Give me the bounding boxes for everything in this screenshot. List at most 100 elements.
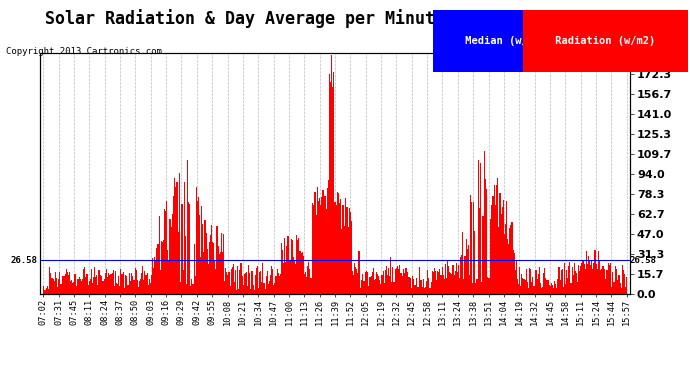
- Bar: [228, 272, 230, 294]
- Bar: [56, 278, 57, 294]
- Bar: [482, 216, 483, 294]
- Bar: [206, 249, 208, 294]
- Bar: [567, 278, 569, 294]
- Bar: [86, 274, 88, 294]
- Bar: [232, 267, 233, 294]
- Bar: [335, 205, 337, 294]
- Bar: [273, 285, 275, 294]
- Bar: [620, 283, 621, 294]
- Bar: [480, 163, 481, 294]
- Bar: [186, 285, 187, 294]
- Bar: [230, 269, 232, 294]
- Bar: [564, 263, 565, 294]
- Bar: [331, 55, 333, 294]
- Bar: [494, 185, 495, 294]
- Bar: [136, 270, 137, 294]
- Bar: [79, 277, 80, 294]
- Bar: [330, 82, 331, 294]
- Bar: [400, 273, 401, 294]
- Bar: [560, 270, 562, 294]
- Bar: [277, 273, 279, 294]
- Bar: [91, 269, 92, 294]
- Bar: [545, 278, 546, 294]
- Bar: [327, 188, 328, 294]
- Bar: [554, 280, 555, 294]
- Bar: [190, 286, 191, 294]
- Bar: [485, 178, 486, 294]
- Bar: [104, 279, 105, 294]
- Bar: [475, 284, 477, 294]
- Bar: [123, 272, 124, 294]
- Bar: [442, 275, 444, 294]
- Bar: [196, 187, 197, 294]
- Bar: [82, 279, 83, 294]
- Bar: [191, 279, 193, 294]
- Bar: [350, 212, 351, 294]
- Bar: [618, 274, 620, 294]
- Bar: [97, 285, 99, 294]
- Bar: [348, 207, 350, 294]
- Bar: [611, 287, 612, 294]
- Bar: [48, 289, 49, 294]
- Bar: [368, 286, 369, 294]
- Bar: [211, 225, 212, 294]
- Bar: [63, 276, 65, 294]
- Bar: [361, 280, 362, 294]
- Bar: [164, 209, 165, 294]
- Bar: [496, 185, 497, 294]
- Bar: [177, 182, 178, 294]
- Bar: [608, 263, 609, 294]
- Bar: [258, 288, 259, 294]
- Bar: [471, 202, 472, 294]
- Bar: [487, 278, 489, 294]
- Bar: [286, 246, 288, 294]
- Bar: [155, 260, 157, 294]
- Bar: [528, 288, 529, 294]
- Bar: [489, 278, 490, 294]
- Bar: [70, 281, 71, 294]
- Bar: [81, 281, 82, 294]
- Text: Median (w/m2): Median (w/m2): [459, 36, 553, 46]
- Text: Copyright 2013 Cartronics.com: Copyright 2013 Cartronics.com: [6, 47, 161, 56]
- Bar: [161, 241, 162, 294]
- Bar: [590, 265, 591, 294]
- Text: Solar Radiation & Day Average per Minute  Sun  Nov 17  16:04: Solar Radiation & Day Average per Minute…: [45, 9, 645, 28]
- Bar: [565, 284, 566, 294]
- Bar: [54, 280, 55, 294]
- Bar: [408, 277, 410, 294]
- Bar: [167, 250, 168, 294]
- Bar: [362, 274, 363, 294]
- Bar: [77, 279, 78, 294]
- Bar: [369, 277, 371, 294]
- Bar: [513, 253, 515, 294]
- Bar: [267, 271, 268, 294]
- Bar: [357, 273, 359, 294]
- Bar: [224, 280, 225, 294]
- Bar: [479, 208, 480, 294]
- Bar: [389, 276, 390, 294]
- Bar: [504, 234, 505, 294]
- Bar: [301, 253, 302, 294]
- Bar: [280, 274, 281, 294]
- Bar: [376, 272, 377, 294]
- Bar: [589, 260, 590, 294]
- Bar: [419, 267, 420, 294]
- Bar: [367, 272, 368, 294]
- Bar: [208, 264, 209, 294]
- Bar: [239, 270, 241, 294]
- Bar: [621, 288, 622, 294]
- Bar: [310, 278, 311, 294]
- Bar: [520, 286, 521, 294]
- Bar: [534, 286, 535, 294]
- Bar: [477, 160, 479, 294]
- Bar: [470, 195, 471, 294]
- Bar: [133, 279, 135, 294]
- Bar: [254, 290, 255, 294]
- Bar: [72, 283, 73, 294]
- Bar: [517, 279, 518, 294]
- Bar: [550, 286, 551, 294]
- Bar: [170, 227, 172, 294]
- Bar: [210, 234, 211, 294]
- Bar: [498, 227, 500, 294]
- Bar: [221, 233, 222, 294]
